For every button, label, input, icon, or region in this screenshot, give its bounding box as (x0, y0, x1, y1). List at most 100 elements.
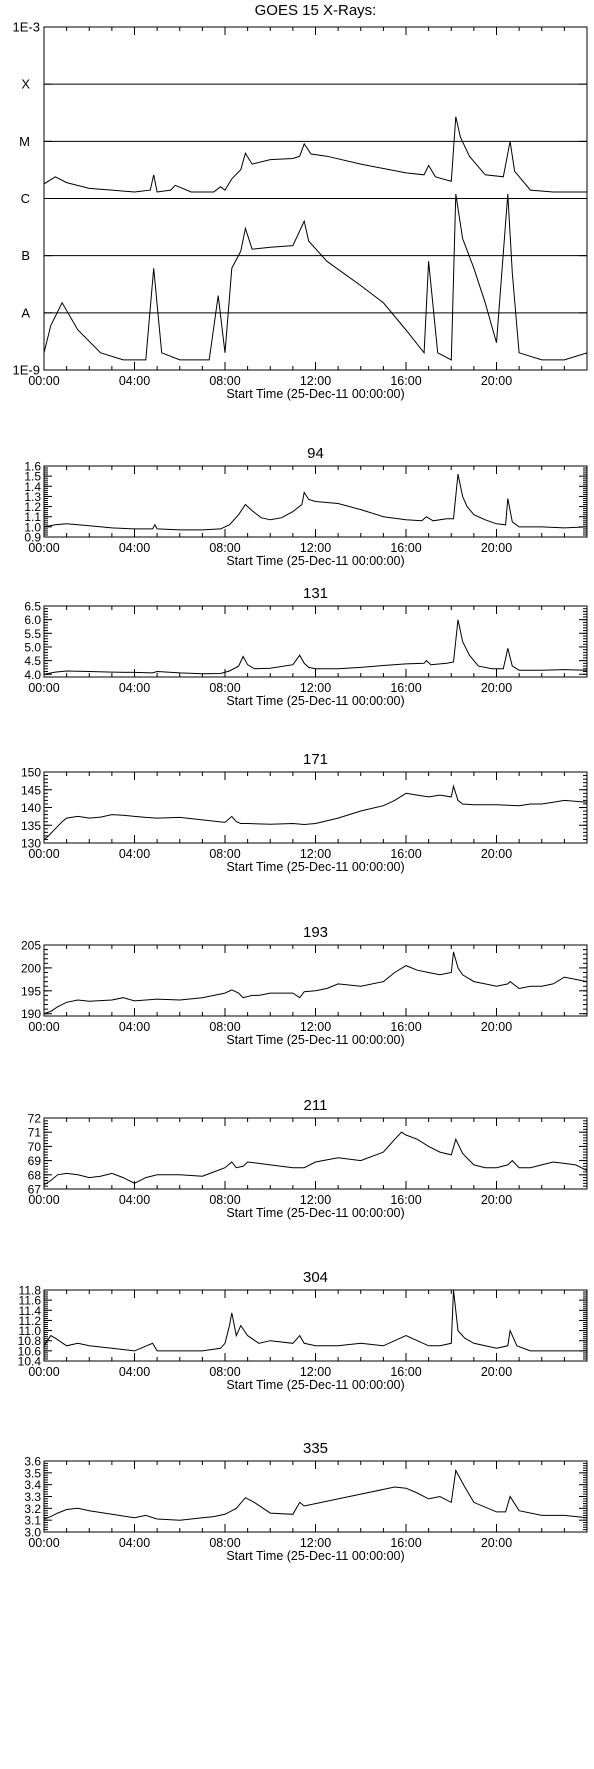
series-line-0 (44, 1290, 587, 1352)
series-line-0 (44, 784, 587, 840)
x-tick-label: 08:00 (209, 541, 240, 555)
plot-frame (43, 944, 588, 1017)
y-tick-label: 190 (21, 1007, 41, 1021)
x-tick-label: 20:00 (481, 1193, 512, 1207)
y-tick-label: 3.5 (24, 1466, 41, 1480)
chart-171: 171 00:00 04:00 08:00 12:00 16:00 20:00 Start T… (21, 751, 588, 874)
x-tick-label: 08:00 (209, 1536, 240, 1550)
y-tick-label: 150 (21, 766, 41, 780)
x-axis-label: Start Time (25-Dec-11 00:00:00) (226, 554, 404, 568)
series-line-0 (44, 116, 587, 193)
y-tick-label: 1.4 (24, 480, 41, 494)
series-line-0 (44, 473, 587, 531)
x-tick-label: 08:00 (209, 681, 240, 695)
y-tick-label: 135 (21, 819, 41, 833)
chart-title: 335 (303, 1440, 328, 1457)
x-tick-label: 08:00 (209, 374, 240, 388)
y-tick-label: 1E-9 (13, 363, 40, 378)
y-tick-label: 67 (28, 1183, 42, 1197)
y-tick-label: X (21, 77, 30, 92)
x-tick-label: 04:00 (119, 1020, 150, 1034)
y-tick-label: M (19, 134, 30, 149)
series-line-0 (44, 951, 587, 1015)
x-tick-label: 00:00 (28, 1365, 59, 1379)
x-tick-label: 04:00 (119, 847, 150, 861)
x-axis-label: Start Time (25-Dec-11 00:00:00) (226, 1206, 404, 1220)
x-tick-label: 20:00 (481, 1365, 512, 1379)
y-tick-label: 5.0 (24, 640, 41, 654)
y-tick-label: 1.6 (24, 460, 41, 474)
y-tick-label: 145 (21, 783, 41, 797)
chart-131: 131 00:00 04:00 08:00 12:00 16:00 20:00 Start T… (24, 585, 588, 708)
y-tick-label: 6.5 (24, 600, 41, 614)
x-tick-label: 00:00 (28, 847, 59, 861)
y-tick-label: 3.1 (24, 1514, 41, 1528)
x-tick-label: 16:00 (390, 1193, 421, 1207)
y-tick-label: 6.0 (24, 613, 41, 627)
x-tick-label: 00:00 (28, 1193, 59, 1207)
chart-title: GOES 15 X-Rays: (255, 2, 377, 19)
x-tick-label: 20:00 (481, 681, 512, 695)
x-tick-label: 16:00 (390, 1365, 421, 1379)
y-tick-label: 71 (28, 1126, 42, 1140)
chart-304: 304 00:00 04:00 08:00 12:00 16:00 20:00 Start T… (18, 1269, 588, 1392)
x-tick-label: 12:00 (300, 374, 331, 388)
x-tick-label: 04:00 (119, 541, 150, 555)
x-tick-label: 20:00 (481, 1536, 512, 1550)
chart-94: 94 00:00 04:00 08:00 12:00 16:00 20:00 Start Ti… (24, 445, 588, 568)
series-line-0 (44, 1468, 587, 1521)
x-tick-label: 12:00 (300, 541, 331, 555)
x-tick-label: 20:00 (481, 374, 512, 388)
x-tick-label: 12:00 (300, 1536, 331, 1550)
x-tick-label: 16:00 (390, 541, 421, 555)
x-tick-label: 16:00 (390, 681, 421, 695)
chart-211: 211 00:00 04:00 08:00 12:00 16:00 20:00 Start T… (28, 1097, 588, 1220)
chart-title: 171 (303, 751, 328, 768)
x-axis-label: Start Time (25-Dec-11 00:00:00) (226, 1549, 404, 1563)
x-tick-label: 12:00 (300, 1365, 331, 1379)
y-tick-label: 3.4 (24, 1478, 41, 1492)
y-tick-label: 200 (21, 961, 41, 975)
y-tick-label: 140 (21, 801, 41, 815)
y-tick-label: 130 (21, 837, 41, 851)
chart-title: 211 (304, 1097, 328, 1114)
x-tick-label: 12:00 (300, 1193, 331, 1207)
x-tick-label: 08:00 (209, 1365, 240, 1379)
y-tick-label: 1.5 (24, 470, 41, 484)
y-tick-label: 69 (28, 1154, 42, 1168)
y-tick-label: 0.9 (24, 531, 41, 545)
x-tick-label: 00:00 (28, 374, 59, 388)
chart-title: 94 (307, 445, 324, 462)
y-tick-label: 1.0 (24, 520, 41, 534)
series-line-1 (44, 193, 587, 361)
x-tick-label: 00:00 (28, 1536, 59, 1550)
x-tick-label: 20:00 (481, 847, 512, 861)
y-tick-label: 70 (28, 1140, 42, 1154)
y-tick-label: 1.3 (24, 490, 41, 504)
y-tick-label: C (21, 191, 30, 206)
y-tick-label: 1.1 (24, 510, 41, 524)
x-axis-label: Start Time (25-Dec-11 00:00:00) (226, 387, 404, 401)
y-tick-label: 68 (28, 1168, 42, 1182)
chart-title: 304 (303, 1269, 328, 1286)
x-tick-label: 16:00 (390, 1536, 421, 1550)
chart-193: 193 00:00 04:00 08:00 12:00 16:00 20:00 Start T… (21, 924, 588, 1047)
plot-frame (43, 1460, 588, 1533)
chart-goes-xrays: GOES 15 X-Rays: 00:00 04:00 08:00 12:00 16:00… (13, 2, 588, 401)
y-tick-label: 1E-3 (13, 20, 40, 35)
y-tick-label: 11.4 (19, 1304, 42, 1318)
x-tick-label: 08:00 (209, 1193, 240, 1207)
y-tick-label: 10.6 (18, 1344, 42, 1358)
y-tick-label: 195 (21, 984, 41, 998)
y-tick-label: B (21, 248, 30, 263)
x-axis-label: Start Time (25-Dec-11 00:00:00) (226, 1378, 404, 1392)
x-tick-label: 16:00 (390, 374, 421, 388)
y-tick-label: A (21, 305, 30, 320)
y-tick-label: 3.0 (24, 1526, 41, 1540)
x-tick-label: 04:00 (119, 374, 150, 388)
y-tick-label: 3.2 (24, 1502, 41, 1516)
y-tick-label: 205 (21, 939, 41, 953)
x-axis-label: Start Time (25-Dec-11 00:00:00) (226, 1033, 404, 1047)
y-tick-label: 3.3 (24, 1490, 41, 1504)
